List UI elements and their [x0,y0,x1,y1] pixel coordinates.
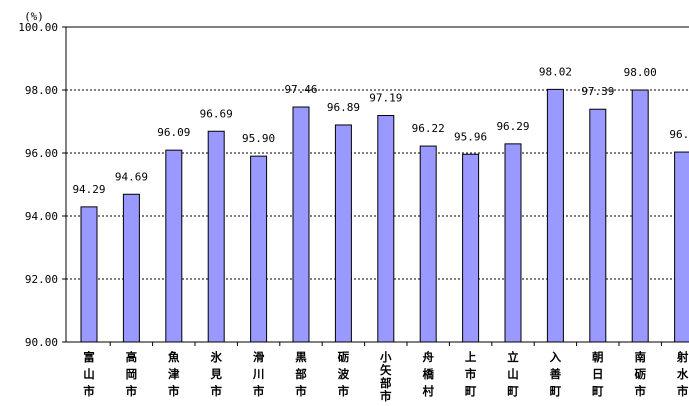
data-label: 94.69 [115,170,148,183]
bar [419,145,437,343]
y-tick-label: 100.00 [18,21,58,34]
bar [207,130,225,343]
bar [292,106,310,343]
category-label: 高岡市 [126,350,138,398]
bar [504,143,522,343]
data-label: 97.46 [284,83,317,96]
data-label: 98.02 [539,65,572,78]
data-labels: 94.29 94.69 96.09 96.69 95.90 97.46 96.89 97.19… [72,65,689,195]
category-label: 氷見市 [209,350,222,398]
bars [80,88,689,343]
y-tick-label: 92.00 [25,273,58,286]
data-label: 94.29 [72,183,105,196]
bar [462,153,480,343]
bar [589,108,607,343]
category-label: 砺波市 [337,350,350,398]
category-label: 立山町 [507,350,519,398]
category-label: 魚津市 [168,350,180,398]
axes [62,26,689,346]
category-label: 滑川市 [252,350,265,398]
category-label: 入善町 [550,350,562,398]
data-label: 96.09 [157,126,190,139]
category-label: 黒部市 [295,350,307,398]
y-tick-labels: 100.00 98.00 96.00 94.00 92.00 90.00 [18,21,58,349]
bar [631,89,649,343]
bar [165,149,183,343]
category-labels: 富山市 高岡市 魚津市 氷見市 滑川市 黒部市 砺波市 小矢部市 舟橋村 上市町 立山町 入善町 朝日町… [83,350,689,403]
bar [122,193,140,343]
data-label: 96.69 [200,107,233,120]
bar [334,124,352,343]
category-label: 朝日町 [592,350,604,398]
y-tick-label: 94.00 [25,210,58,223]
bar [546,88,564,343]
y-tick-label: 98.00 [25,84,58,97]
data-label: 95.90 [242,132,275,145]
category-label: 富山市 [83,350,95,398]
category-label: 舟橋村 [422,350,434,398]
data-label: 96.22 [412,122,445,135]
bar [377,115,395,343]
category-label: 上市町 [465,350,477,398]
data-label: 98.00 [624,66,657,79]
bar [80,206,98,343]
data-label: 97.39 [581,85,614,98]
category-label: 小矢部市 [379,350,392,403]
data-label: 95.96 [454,130,487,143]
bar [674,151,689,343]
data-label: 96.29 [496,120,529,133]
gridlines [66,26,689,280]
y-tick-label: 90.00 [25,336,58,349]
category-label: 射水市 [676,350,689,398]
data-label: 97.19 [369,92,402,105]
data-label: 96.0 [669,128,689,141]
y-tick-label: 96.00 [25,147,58,160]
y-unit-label: (%) [24,10,44,23]
data-label: 96.89 [327,101,360,114]
bar [250,155,268,343]
category-label: 南砺市 [633,350,646,398]
